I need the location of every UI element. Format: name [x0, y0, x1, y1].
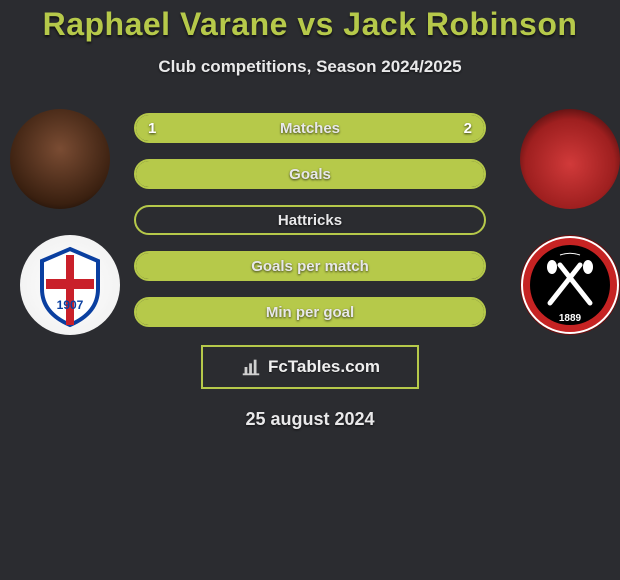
stat-bar-label: Hattricks: [278, 212, 342, 229]
stat-bar-label: Goals: [289, 166, 331, 183]
page-title: Raphael Varane vs Jack Robinson: [0, 6, 620, 43]
player-left-avatar: [10, 109, 110, 209]
player-right-avatar: [520, 109, 620, 209]
stat-bar-value-left: 1: [148, 115, 156, 141]
stat-bar-value-right: 2: [464, 115, 472, 141]
stat-bar: Hattricks: [134, 205, 486, 235]
stat-bar: Goals: [134, 159, 486, 189]
stat-bar: Goals per match: [134, 251, 486, 281]
como-crest-icon: 1907: [20, 235, 120, 335]
stats-zone: 1907 1889 Matches 1 2 Goals Hattricks Goals p…: [0, 113, 620, 327]
stat-bars: Matches 1 2 Goals Hattricks Goals per match Mi…: [134, 113, 486, 327]
attribution-box: FcTables.com: [201, 345, 419, 389]
comparison-card: Raphael Varane vs Jack Robinson Club com…: [0, 0, 620, 580]
svg-text:1907: 1907: [57, 298, 84, 312]
sheffield-united-crest-icon: 1889: [520, 235, 620, 335]
stat-bar: Matches 1 2: [134, 113, 486, 143]
stat-bar-label: Matches: [280, 120, 340, 137]
stat-bar: Min per goal: [134, 297, 486, 327]
stat-bar-label: Goals per match: [251, 258, 369, 275]
club-right-badge: 1889: [520, 235, 620, 335]
attribution-text: FcTables.com: [268, 357, 380, 377]
date-label: 25 august 2024: [0, 409, 620, 430]
stat-bar-label: Min per goal: [266, 304, 354, 321]
chart-icon: [240, 356, 262, 378]
svg-text:1889: 1889: [559, 313, 582, 324]
page-subtitle: Club competitions, Season 2024/2025: [0, 57, 620, 77]
club-left-badge: 1907: [20, 235, 120, 335]
